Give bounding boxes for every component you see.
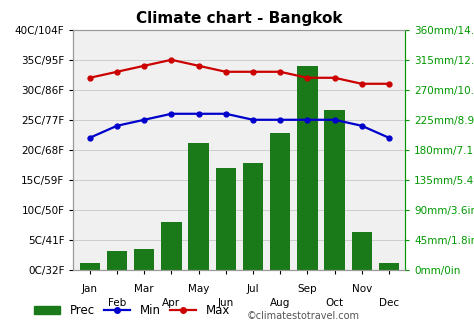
Text: Feb: Feb	[108, 298, 126, 307]
Bar	[379, 263, 399, 270]
Bar	[80, 263, 100, 270]
Bar	[270, 133, 291, 270]
Bar	[188, 143, 209, 270]
Text: Oct: Oct	[326, 298, 344, 307]
Text: ©climatestotravel.com: ©climatestotravel.com	[246, 311, 359, 321]
Text: Apr: Apr	[162, 298, 181, 307]
Bar	[161, 222, 182, 270]
Text: Jul: Jul	[246, 284, 259, 294]
Text: Jan: Jan	[82, 284, 98, 294]
Bar	[243, 163, 263, 270]
Bar	[134, 249, 155, 270]
Bar	[297, 67, 318, 270]
Text: May: May	[188, 284, 209, 294]
Bar	[352, 232, 372, 270]
Bar	[216, 168, 236, 270]
Bar	[107, 251, 127, 270]
Title: Climate chart - Bangkok: Climate chart - Bangkok	[136, 11, 343, 26]
Legend: Prec, Min, Max: Prec, Min, Max	[29, 299, 235, 322]
Text: Jun: Jun	[218, 298, 234, 307]
Text: Nov: Nov	[352, 284, 372, 294]
Bar	[324, 110, 345, 270]
Text: Aug: Aug	[270, 298, 291, 307]
Text: Dec: Dec	[379, 298, 399, 307]
Text: Mar: Mar	[134, 284, 154, 294]
Text: Sep: Sep	[298, 284, 317, 294]
